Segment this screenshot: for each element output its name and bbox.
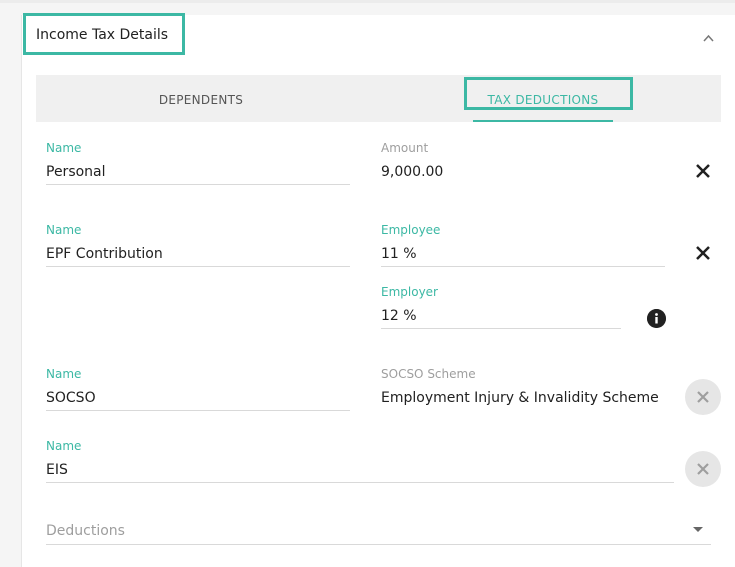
socso-name-underline [46, 410, 350, 411]
epf-employee-field[interactable]: 11 % [381, 246, 417, 262]
socso-name-field[interactable]: SOCSO [46, 390, 96, 406]
personal-name-field[interactable]: Personal [46, 164, 106, 180]
section-title: Income Tax Details [36, 27, 169, 43]
personal-amount-field[interactable]: 9,000.00 [381, 164, 444, 180]
tab-highlight-box [464, 77, 633, 110]
caret-down-icon[interactable] [693, 527, 703, 532]
epf-employer-field[interactable]: 12 % [381, 308, 417, 324]
remove-disabled-button[interactable] [685, 379, 721, 415]
close-circle-icon [697, 463, 709, 475]
epf-employer-underline [381, 328, 621, 329]
tab-bar [36, 75, 721, 122]
epf-name-field[interactable]: EPF Contribution [46, 246, 163, 262]
personal-name-label: Name [46, 141, 82, 155]
epf-employee-label: Employee [381, 223, 441, 237]
top-divider [0, 0, 735, 3]
epf-employee-underline [381, 266, 665, 267]
info-icon[interactable] [647, 309, 666, 328]
epf-employer-label: Employer [381, 285, 438, 299]
section-header-highlight[interactable] [23, 13, 185, 55]
close-icon[interactable] [695, 245, 711, 261]
close-icon[interactable] [695, 163, 711, 179]
eis-name-label: Name [46, 439, 82, 453]
close-circle-icon [697, 391, 709, 403]
eis-name-underline [46, 482, 674, 483]
epf-name-label: Name [46, 223, 82, 237]
personal-name-underline [46, 184, 350, 185]
remove-disabled-button[interactable] [685, 451, 721, 487]
personal-amount-label: Amount [381, 141, 429, 155]
socso-scheme-field[interactable]: Employment Injury & Invalidity Scheme [381, 390, 659, 406]
epf-name-underline [46, 266, 350, 267]
chevron-up-icon[interactable] [703, 33, 714, 44]
eis-name-field[interactable]: EIS [46, 462, 68, 478]
tab-dependents[interactable]: DEPENDENTS [158, 93, 244, 107]
socso-name-label: Name [46, 367, 82, 381]
deductions-select[interactable]: Deductions [46, 523, 125, 539]
active-tab-indicator [473, 120, 613, 122]
tab-tax-deductions[interactable]: TAX DEDUCTIONS [487, 93, 599, 107]
socso-scheme-label: SOCSO Scheme [381, 367, 476, 381]
deductions-select-underline [46, 544, 711, 545]
